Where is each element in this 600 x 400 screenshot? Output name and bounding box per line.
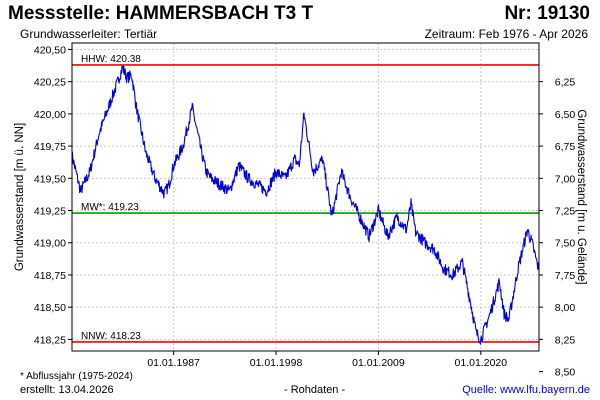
y-tick-label-right: 8,50 [555,367,576,379]
reference-lines: HHW: 420.38 MW*: 419.23 NNW: 418.23 [72,54,539,343]
y-tick-label-right: 6,25 [555,77,576,89]
page-title: Messstelle: HAMMERSBACH T3 T [8,3,314,24]
y-tick-label-right: 7,50 [555,238,576,250]
x-tick-label: 01.01.1998 [250,357,303,369]
y-tick-label-left: 418,50 [34,302,66,314]
y-tick-label-left: 419,50 [34,173,66,185]
y-tick-label-right: 7,00 [555,173,576,185]
series-layer [71,65,540,345]
reference-line-label: MW*: 419.23 [81,202,139,213]
x-tick-label: 01.01.2009 [352,357,405,369]
y-axis-label-right: Grundwasserstand [m u. Gelände] [575,109,587,284]
y-tick-label-right: 7,25 [555,206,576,218]
source-link[interactable]: Quelle: www.lfu.bayern.de [462,384,590,396]
y-tick-label-right: 7,75 [555,270,576,282]
y-tick-label-left: 420,00 [34,109,66,121]
raw-data-note: - Rohdaten - [284,384,346,396]
y-tick-label-right: 6,75 [555,141,576,153]
y-tick-label-left: 419,00 [34,238,66,250]
x-tick-label: 01.01.2020 [455,357,508,369]
plot-frame [71,42,540,352]
y-tick-label-left: 418,75 [34,270,66,282]
groundwater-level-series [71,65,540,345]
reference-line-label: HHW: 420.38 [81,54,141,65]
station-number: Nr: 19130 [504,3,590,24]
footnote: * Abflussjahr (1975-2024) [20,371,133,382]
y-axis-label-left: Grundwasserstand [m ü. NN] [14,123,26,271]
axis-ticks: 420,50 420,25 420,00 419,75 419,50 419,25 419,… [34,44,576,378]
y-tick-label-right: 6,50 [555,109,576,121]
y-tick-label-left: 418,25 [34,334,66,346]
created-date: erstellt: 13.04.2026 [20,384,114,396]
reference-line-label: NNW: 418.23 [81,331,141,342]
y-tick-label-right: 8,00 [555,302,576,314]
y-tick-label-left: 419,25 [34,206,66,218]
y-tick-label-left: 420,50 [34,44,66,56]
y-tick-label-left: 419,75 [34,141,66,153]
y-tick-label-left: 420,25 [34,77,66,89]
period-label: Zeitraum: Feb 1976 - Apr 2026 [424,27,588,41]
aquifer-label: Grundwasserleiter: Tertiär [20,27,158,41]
y-tick-label-right: 8,25 [555,334,576,346]
x-tick-label: 01.01.1987 [147,357,200,369]
grid [72,43,539,351]
